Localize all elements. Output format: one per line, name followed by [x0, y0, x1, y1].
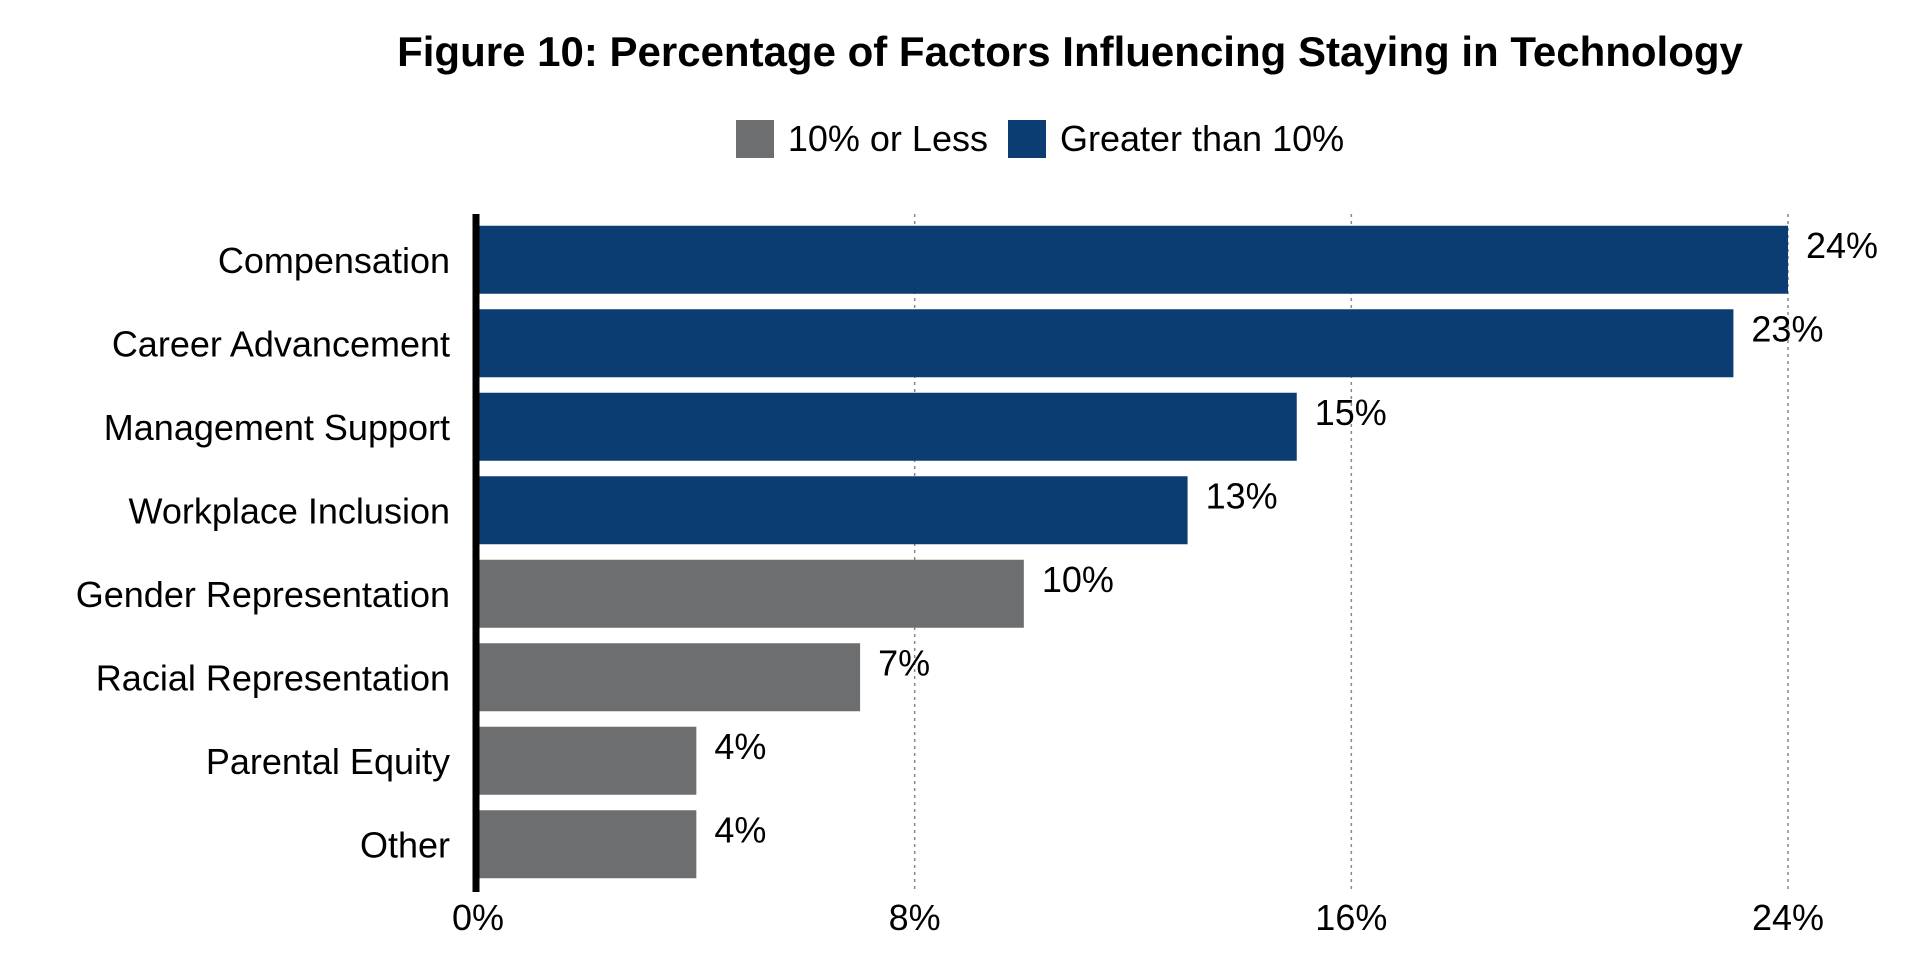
category-label: Career Advancement — [112, 323, 450, 364]
data-label: 23% — [1751, 308, 1823, 349]
bar — [478, 559, 1024, 628]
category-label: Gender Representation — [76, 574, 450, 615]
data-label: 4% — [714, 809, 766, 850]
x-tick-label: 8% — [889, 897, 941, 938]
data-label: 7% — [878, 642, 930, 683]
bar — [478, 643, 861, 712]
bar — [478, 225, 1788, 294]
category-label: Management Support — [104, 407, 450, 448]
category-label: Parental Equity — [206, 741, 450, 782]
legend-label-high: Greater than 10% — [1059, 118, 1345, 159]
legend: 10% or Less Greater than 10% — [0, 118, 1920, 160]
data-label: 10% — [1042, 559, 1114, 600]
bar — [478, 309, 1734, 378]
category-label: Compensation — [218, 240, 450, 281]
category-label: Workplace Inclusion — [129, 490, 451, 531]
legend-label-low: 10% or Less — [787, 118, 988, 159]
bar — [478, 476, 1188, 545]
data-label: 4% — [714, 726, 766, 767]
legend-swatch-high — [1007, 120, 1046, 158]
category-label: Racial Representation — [96, 657, 450, 698]
bar — [478, 726, 697, 795]
x-tick-label: 16% — [1315, 897, 1387, 938]
bar — [478, 392, 1297, 461]
data-label: 15% — [1315, 392, 1387, 433]
category-label: Other — [360, 824, 450, 865]
legend-item-high: Greater than 10% — [1007, 118, 1345, 160]
legend-item-low: 10% or Less — [735, 118, 988, 160]
x-tick-label: 24% — [1752, 897, 1824, 938]
chart-title: Figure 10: Percentage of Factors Influen… — [397, 28, 1743, 75]
data-label: 24% — [1806, 225, 1878, 266]
bar — [478, 810, 697, 879]
data-label: 13% — [1206, 475, 1278, 516]
x-tick-label: 0% — [452, 897, 504, 938]
legend-swatch-low — [735, 120, 774, 158]
